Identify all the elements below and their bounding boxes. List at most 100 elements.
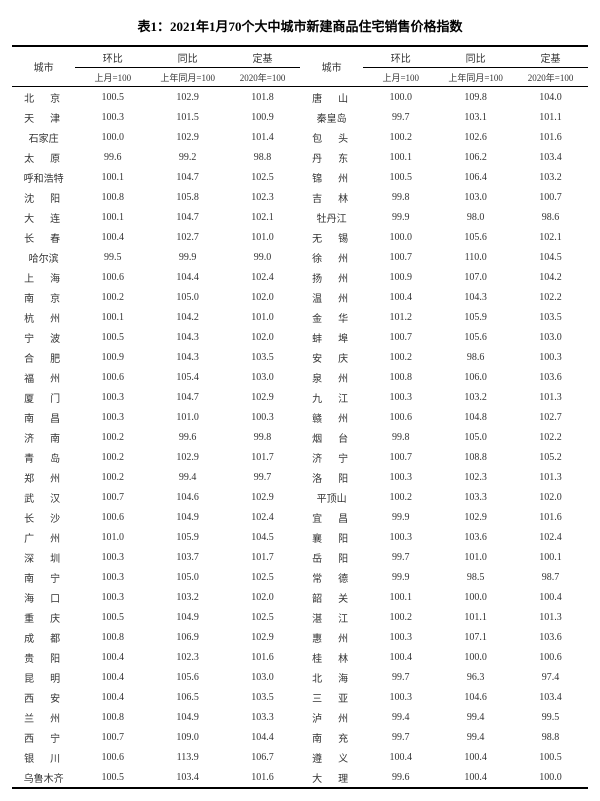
city-name: 海 口 (24, 594, 63, 605)
city-name: 遵 义 (312, 754, 351, 765)
city-name: 深 圳 (24, 554, 63, 565)
value-cell: 100.6 (75, 747, 150, 767)
value-cell: 103.0 (513, 327, 588, 347)
city-name: 安 庆 (312, 354, 351, 365)
table-row: 武 汉100.7104.6102.9平顶山100.2103.3102.0 (12, 487, 588, 507)
value-cell: 102.5 (225, 567, 300, 587)
city-name: 重 庆 (24, 614, 63, 625)
value-cell: 100.2 (75, 447, 150, 467)
value-cell: 100.8 (75, 707, 150, 727)
value-cell: 100.3 (363, 467, 438, 487)
table-row: 银 川100.6113.9106.7遵 义100.4100.4100.5 (12, 747, 588, 767)
city-name: 西 安 (24, 694, 63, 705)
value-cell: 101.7 (225, 447, 300, 467)
value-cell: 99.5 (75, 247, 150, 267)
value-cell: 101.6 (225, 647, 300, 667)
value-cell: 104.0 (513, 87, 588, 108)
value-cell: 100.3 (75, 387, 150, 407)
value-cell: 107.1 (438, 627, 513, 647)
value-cell: 100.3 (75, 107, 150, 127)
value-cell: 100.5 (363, 167, 438, 187)
city-name: 太 原 (24, 154, 63, 165)
value-cell: 100.2 (75, 427, 150, 447)
city-name: 吉 林 (312, 194, 351, 205)
value-cell: 100.2 (75, 287, 150, 307)
value-cell: 101.6 (513, 127, 588, 147)
value-cell: 100.4 (513, 587, 588, 607)
value-cell: 99.9 (363, 207, 438, 227)
value-cell: 102.3 (438, 467, 513, 487)
value-cell: 104.2 (150, 307, 225, 327)
value-cell: 100.0 (438, 647, 513, 667)
value-cell: 100.7 (363, 327, 438, 347)
sub-base-l: 2020年=100 (225, 68, 300, 87)
value-cell: 100.4 (363, 747, 438, 767)
value-cell: 102.9 (225, 387, 300, 407)
city-name: 上 海 (24, 274, 63, 285)
value-cell: 100.1 (513, 547, 588, 567)
value-cell: 100.4 (363, 647, 438, 667)
sub-base-r: 2020年=100 (513, 68, 588, 87)
city-name: 北 京 (24, 94, 63, 105)
city-name: 九 江 (312, 394, 351, 405)
value-cell: 102.2 (513, 287, 588, 307)
value-cell: 104.5 (225, 527, 300, 547)
value-cell: 104.7 (150, 387, 225, 407)
table-header: 城市 环比 同比 定基 城市 环比 同比 定基 上月=100 上年同月=100 … (12, 46, 588, 87)
city-name: 包 头 (312, 134, 351, 145)
city-name: 兰 州 (24, 714, 63, 725)
table-row: 天 津100.3101.5100.9秦皇岛99.7103.1101.1 (12, 107, 588, 127)
value-cell: 105.6 (438, 227, 513, 247)
value-cell: 102.7 (150, 227, 225, 247)
value-cell: 104.6 (438, 687, 513, 707)
value-cell: 103.5 (225, 687, 300, 707)
city-name: 桂 林 (312, 654, 351, 665)
table-row: 北 京100.5102.9101.8唐 山100.0109.8104.0 (12, 87, 588, 108)
value-cell: 100.4 (75, 667, 150, 687)
value-cell: 103.4 (150, 767, 225, 788)
value-cell: 102.0 (513, 487, 588, 507)
city-name: 青 岛 (24, 454, 63, 465)
value-cell: 101.8 (225, 87, 300, 108)
value-cell: 99.9 (150, 247, 225, 267)
table-row: 杭 州100.1104.2101.0金 华101.2105.9103.5 (12, 307, 588, 327)
city-name: 郑 州 (24, 474, 63, 485)
value-cell: 109.0 (150, 727, 225, 747)
value-cell: 99.6 (363, 767, 438, 788)
value-cell: 102.9 (438, 507, 513, 527)
city-name: 厦 门 (24, 394, 63, 405)
value-cell: 101.0 (225, 307, 300, 327)
value-cell: 106.5 (150, 687, 225, 707)
value-cell: 105.0 (438, 427, 513, 447)
value-cell: 99.2 (150, 147, 225, 167)
value-cell: 102.0 (225, 327, 300, 347)
value-cell: 104.9 (150, 607, 225, 627)
value-cell: 103.6 (438, 527, 513, 547)
value-cell: 103.7 (150, 547, 225, 567)
sub-prev-month-r: 上月=100 (363, 68, 438, 87)
value-cell: 107.0 (438, 267, 513, 287)
value-cell: 104.9 (150, 507, 225, 527)
value-cell: 99.9 (363, 567, 438, 587)
value-cell: 99.8 (363, 187, 438, 207)
city-name: 合 肥 (24, 354, 63, 365)
value-cell: 103.5 (513, 307, 588, 327)
value-cell: 104.7 (150, 207, 225, 227)
value-cell: 100.3 (363, 527, 438, 547)
value-cell: 100.6 (75, 507, 150, 527)
value-cell: 102.4 (513, 527, 588, 547)
city-name: 金 华 (312, 314, 351, 325)
value-cell: 98.0 (438, 207, 513, 227)
value-cell: 104.2 (513, 267, 588, 287)
city-name: 哈尔滨 (29, 254, 59, 265)
value-cell: 106.7 (225, 747, 300, 767)
table-row: 长 春100.4102.7101.0无 锡100.0105.6102.1 (12, 227, 588, 247)
value-cell: 100.0 (363, 87, 438, 108)
value-cell: 102.7 (513, 407, 588, 427)
city-name: 扬 州 (312, 274, 351, 285)
value-cell: 104.8 (438, 407, 513, 427)
value-cell: 100.3 (75, 567, 150, 587)
value-cell: 101.0 (225, 227, 300, 247)
table-row: 西 安100.4106.5103.5三 亚100.3104.6103.4 (12, 687, 588, 707)
value-cell: 99.0 (225, 247, 300, 267)
